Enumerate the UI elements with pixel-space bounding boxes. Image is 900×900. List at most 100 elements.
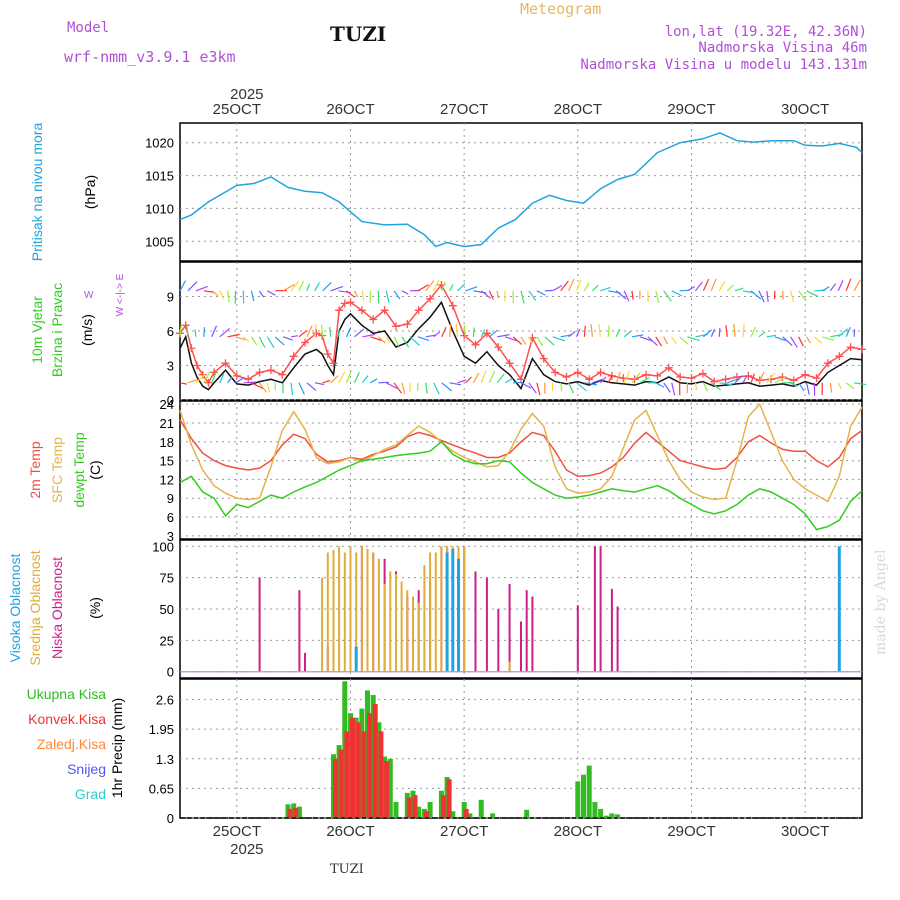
- wind-arrow: [774, 376, 786, 384]
- wind-arrow: [354, 328, 365, 338]
- wind-arrow: [512, 336, 523, 345]
- panel-clouds: 0 25 50 75 100: [152, 539, 863, 680]
- bar-conv_precip: [333, 758, 338, 818]
- bar-low_cloud: [576, 605, 579, 672]
- wind-arrow: [758, 290, 765, 303]
- wind-arrow: [719, 382, 733, 386]
- panel-frame-pressure: [179, 122, 863, 262]
- bar-low_cloud: [508, 583, 511, 672]
- gust-marker: [255, 368, 264, 377]
- wind-arrow: [750, 290, 762, 300]
- wind-arrow: [235, 376, 245, 384]
- wind-arrow: [480, 370, 487, 384]
- bar-total_precip: [598, 808, 604, 818]
- wind-arrow: [520, 290, 525, 304]
- wind-arrow: [536, 382, 541, 396]
- bar-mid_cloud: [343, 552, 346, 672]
- gust-marker: [448, 301, 457, 310]
- cloud-unit: (%): [87, 597, 103, 619]
- bar-low_cloud: [485, 577, 488, 672]
- wind-arrow: [496, 373, 505, 384]
- wind-arrow: [694, 382, 698, 391]
- wind-arrow: [425, 382, 428, 394]
- wind-arrow: [274, 336, 285, 346]
- ytick-label-wind: 9: [167, 290, 174, 305]
- wind-arrow: [639, 336, 653, 342]
- bar-conv_precip: [423, 811, 429, 818]
- ytick-label-clouds: 100: [152, 539, 174, 554]
- wind-arrow: [353, 371, 360, 384]
- wind-arrow: [623, 290, 630, 302]
- wind-arrow: [338, 371, 346, 384]
- wind-arrow: [465, 286, 478, 292]
- ytick-label-precip: 0: [167, 811, 174, 826]
- top-year-label: 2025: [230, 86, 263, 103]
- high-cloud-axis-title: Visoka Oblacnost: [7, 554, 23, 663]
- bar-conv_precip: [378, 731, 384, 818]
- gust-marker: [539, 354, 548, 363]
- wind-arrow: [258, 290, 265, 298]
- gust-marker: [505, 359, 514, 368]
- wind-arrow: [441, 281, 446, 292]
- wind-arrow: [536, 290, 546, 296]
- wind-axis-title: 10m Vjetar: [29, 296, 45, 364]
- wind-arrow: [710, 382, 721, 391]
- bar-mid_cloud: [372, 552, 375, 672]
- wind-arrow: [353, 290, 359, 298]
- gust-marker: [346, 298, 355, 307]
- top-date-label-26OCT: 26OCT: [326, 101, 374, 118]
- bar-conv_precip: [355, 722, 361, 818]
- pressure-unit: (hPa): [82, 175, 98, 209]
- bar-total_precip: [586, 765, 592, 818]
- wind-arrow: [663, 382, 671, 393]
- bar-total_precip: [603, 815, 609, 818]
- panel-wind: 0 3 6 9: [167, 261, 866, 408]
- wind-arrow: [385, 382, 398, 390]
- wind-arrow: [417, 284, 429, 292]
- wind-arrow: [837, 328, 849, 338]
- bar-total_precip: [592, 802, 598, 818]
- bar-low_cloud: [474, 571, 477, 672]
- bar-mid_cloud: [377, 558, 380, 672]
- wind-arrow: [615, 290, 627, 300]
- gust-marker: [198, 370, 207, 379]
- wind-arrow: [306, 283, 311, 292]
- wind-arrow: [441, 382, 452, 392]
- wind-arrow: [290, 335, 299, 338]
- ytick-label-wind: 6: [167, 324, 174, 339]
- wind-arrow: [449, 382, 462, 386]
- gust-marker: [340, 299, 349, 308]
- wind-arrow: [298, 281, 304, 292]
- gust-marker: [801, 370, 810, 379]
- precip-legend-item-2: Zaledj.Kisa: [37, 736, 106, 752]
- wind-arrow: [472, 327, 475, 337]
- ytick-label-clouds: 25: [160, 633, 174, 648]
- bottom-date-label-30OCT: 30OCT: [781, 823, 829, 840]
- gust-marker: [835, 352, 844, 361]
- wind-arrow: [552, 336, 566, 342]
- wind-arrow: [433, 331, 441, 338]
- wind-arrow: [655, 290, 660, 304]
- wind-arrow: [733, 323, 736, 337]
- pressure-axis-title: Pritisak na nivou mora: [29, 123, 45, 262]
- gust-marker: [812, 374, 821, 383]
- wind-arrow: [346, 290, 355, 298]
- bar-mid_cloud: [338, 546, 341, 672]
- bar-low_cloud: [616, 606, 619, 672]
- wind-arrow: [576, 382, 587, 392]
- wind-arrow: [671, 382, 676, 396]
- ytick-label-temperature: 18: [160, 435, 174, 450]
- bar-mid_cloud: [389, 571, 392, 672]
- wind-arrow: [702, 278, 710, 292]
- gust-marker: [710, 377, 719, 386]
- bar-total_precip: [524, 809, 530, 818]
- wind-arrow: [417, 336, 430, 342]
- gust-marker: [369, 315, 378, 324]
- ytick-label-temperature: 21: [160, 416, 174, 431]
- bar-total_precip: [478, 799, 484, 818]
- series-gust-line: [179, 283, 863, 385]
- wind-arrow: [790, 336, 798, 348]
- wind-arrow: [258, 382, 267, 393]
- top-date-label-30OCT: 30OCT: [781, 101, 829, 118]
- wind-arrow: [370, 336, 382, 342]
